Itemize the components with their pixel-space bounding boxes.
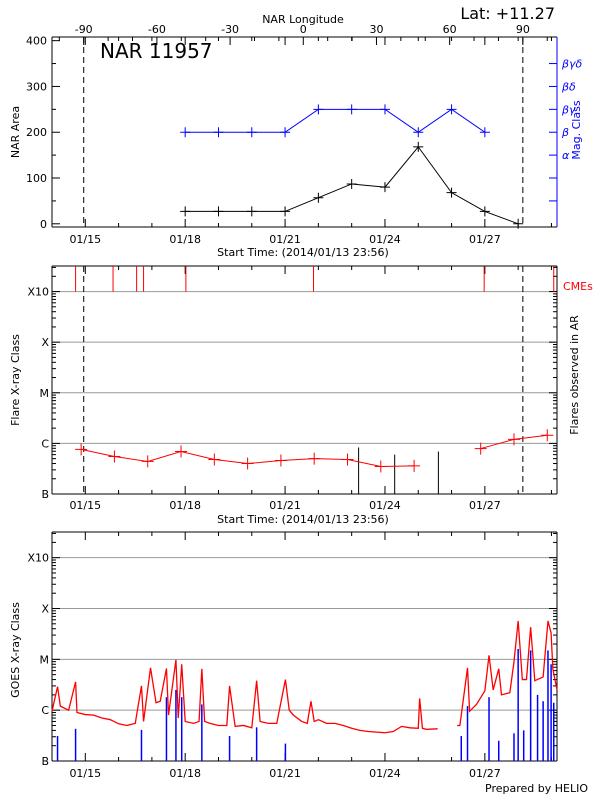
flare-class-point	[108, 450, 121, 463]
area-point	[280, 206, 291, 217]
area-point	[246, 206, 257, 217]
flare-class-point	[141, 455, 154, 468]
nar-area-panel: 01/15 01/18 01/21 01/24 01/27 Start Time: (20…	[9, 13, 583, 259]
goes-long-line	[457, 620, 558, 727]
y-tick-label: 400	[26, 35, 47, 48]
flare-class-point	[374, 460, 387, 473]
goes-xray-panel: B C M X X10 01/15 01/18 01/21 01/24 01/27 GOES X-r…	[9, 531, 558, 780]
y-tick-label: B	[41, 488, 49, 501]
y-tick-label: 300	[26, 80, 47, 93]
y-tick-label: 100	[26, 172, 47, 185]
x-axis-title: Start Time: (2014/01/13 23:56)	[217, 513, 389, 526]
x-tick-label: 01/27	[469, 499, 501, 512]
x-tick-label: 01/18	[169, 233, 201, 246]
mag-class-line	[185, 108, 486, 133]
area-point	[313, 192, 324, 203]
x-tick-label: 01/15	[69, 499, 101, 512]
longitude-tick-label: 30	[369, 23, 383, 36]
mag-class-point	[379, 104, 390, 115]
mag-class-point	[346, 104, 357, 115]
x-tick-label: 01/18	[169, 767, 201, 780]
y-tick-label: 0	[40, 218, 47, 231]
mag-class-point	[246, 127, 257, 138]
y-tick-label: X10	[27, 552, 49, 565]
flare-class-point	[241, 457, 254, 470]
area-point	[346, 178, 357, 189]
footer-credit: Prepared by HELIO	[485, 782, 588, 795]
mag-class-point	[180, 127, 191, 138]
longitude-tick-label: 60	[443, 23, 457, 36]
flare-class-point	[274, 454, 287, 467]
x-tick-label: 01/27	[469, 233, 501, 246]
x-tick-label: 01/15	[69, 767, 101, 780]
mag-class-tick-label: β	[561, 126, 569, 139]
mag-class-point	[413, 127, 424, 138]
y-tick-label: B	[41, 755, 49, 768]
y2-axis-title: Mag. Class	[570, 100, 583, 159]
latitude-label: Lat: +11.27	[460, 4, 555, 23]
flare-class-point	[408, 459, 421, 472]
flare-class-point	[75, 443, 88, 456]
y-tick-label: M	[40, 387, 50, 400]
longitude-tick-label: -90	[75, 23, 93, 36]
flare-class-point	[308, 452, 321, 465]
y-tick-label: X	[41, 336, 49, 349]
mag-class-tick-label: βγδ	[561, 58, 583, 71]
area-point	[513, 218, 524, 229]
flare-class-point	[474, 442, 487, 455]
y-tick-label: M	[40, 653, 50, 666]
flare-class-point	[541, 429, 554, 442]
goes-long-line	[51, 659, 438, 734]
mag-class-tick-label: α	[562, 149, 570, 162]
longitude-tick-label: 90	[516, 23, 530, 36]
mag-class-point	[479, 127, 490, 138]
flare-class-panel: B C M X X10 01/15 01/18 01/21 01/24 01/27 Start Ti…	[9, 265, 593, 526]
flare-class-point	[208, 453, 221, 466]
longitude-tick-label: 0	[300, 23, 307, 36]
x-tick-label: 01/24	[369, 499, 401, 512]
y-axis-title: Flare X-ray Class	[9, 334, 22, 426]
x-tick-label: 01/27	[469, 767, 501, 780]
y-tick-label: C	[41, 437, 49, 450]
flare-class-point	[175, 445, 188, 458]
x-tick-label: 01/21	[269, 233, 301, 246]
mag-class-point	[213, 127, 224, 138]
area-point	[446, 187, 457, 198]
area-point	[213, 206, 224, 217]
x-tick-label: 01/15	[69, 233, 101, 246]
x-tick-label: 01/24	[369, 767, 401, 780]
region-label: NAR 11957	[100, 39, 213, 63]
mag-class-point	[313, 104, 324, 115]
y-tick-label: X	[41, 603, 49, 616]
flare-class-point	[341, 453, 354, 466]
cme-label: CMEs	[563, 280, 593, 293]
x-tick-label: 01/21	[269, 499, 301, 512]
y-tick-label: X10	[27, 286, 49, 299]
mag-class-point	[280, 127, 291, 138]
area-point	[180, 206, 191, 217]
x-tick-label: 01/18	[169, 499, 201, 512]
y-tick-label: C	[41, 704, 49, 717]
y-axis-title: NAR Area	[9, 106, 22, 158]
top-axis-title: NAR Longitude	[262, 13, 344, 26]
x-tick-label: 01/24	[369, 233, 401, 246]
mag-class-tick-label: βδ	[561, 80, 576, 93]
longitude-tick-label: -30	[221, 23, 239, 36]
x-tick-label: 01/21	[269, 767, 301, 780]
longitude-tick-label: -60	[148, 23, 166, 36]
flare-class-point	[507, 433, 520, 446]
mag-class-tick-label: βγ	[561, 103, 576, 116]
area-point	[379, 182, 390, 193]
area-point	[413, 141, 424, 152]
x-axis-title: Start Time: (2014/01/13 23:56)	[217, 246, 389, 259]
y-tick-label: 200	[26, 126, 47, 139]
mag-class-point	[446, 104, 457, 115]
area-point	[479, 206, 490, 217]
y-axis-title: GOES X-ray Class	[9, 602, 22, 698]
y2-axis-title: Flares observed in AR	[568, 315, 581, 435]
